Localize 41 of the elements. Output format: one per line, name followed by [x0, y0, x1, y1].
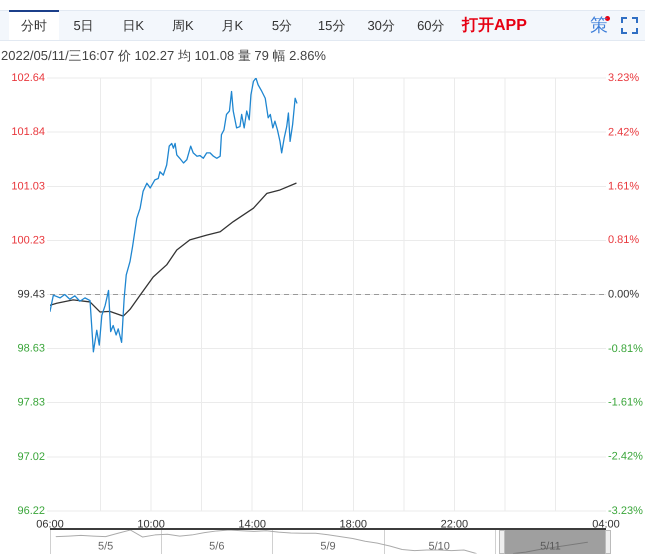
text: 分时: [9, 10, 59, 40]
x-tick-label: 5/6: [209, 540, 224, 553]
y-tick-label: 97.02: [17, 451, 45, 464]
chart-title: 2022/05/11/三16:07 价 102.27 均 101.08 量 79 幅 2.86%: [1, 47, 326, 65]
text: 60分: [416, 17, 446, 35]
x-tick-label: 5/9: [320, 540, 336, 553]
y-tick-label: 101.03: [11, 180, 45, 193]
y2-tick-label: -1.61%: [608, 396, 644, 408]
y-tick-label: 102.64: [11, 72, 45, 84]
y-tick-label: 101.84: [11, 126, 45, 138]
x-tick-label: 5/11: [540, 540, 561, 553]
text: 30分: [366, 17, 396, 35]
text: 月K: [220, 17, 244, 35]
text: 日K: [121, 17, 146, 35]
x-tick-label: 5/5: [98, 540, 114, 553]
text: 5日: [72, 17, 95, 35]
x-tick-label: 10:00: [137, 518, 165, 531]
text: 5分: [270, 17, 294, 35]
y2-tick-label: 0.00%: [608, 288, 640, 301]
text: 打开APP: [462, 16, 527, 36]
x-tick-label: 14:00: [238, 518, 266, 531]
y2-tick-label: -0.81%: [608, 342, 644, 355]
text: 策: [590, 14, 608, 37]
y-tick-label: 100.23: [11, 234, 45, 247]
y2-tick-label: 1.61%: [608, 180, 640, 193]
y-tick-label: 97.83: [17, 396, 45, 408]
x-tick-label: 5/10: [428, 540, 450, 553]
y2-tick-label: 2.42%: [608, 126, 640, 138]
y2-tick-label: 3.23%: [608, 72, 640, 84]
x-tick-label: 04:00: [592, 518, 620, 531]
y2-tick-label: -3.23%: [608, 505, 644, 518]
y-tick-label: 96.22: [17, 505, 45, 518]
y-tick-label: 98.63: [17, 342, 45, 354]
y2-tick-label: -2.42%: [608, 450, 644, 463]
y-tick-label: 99.43: [17, 288, 45, 301]
x-tick-label: 22:00: [440, 518, 468, 531]
text: 15分: [316, 17, 346, 35]
x-tick-label: 06:00: [36, 518, 64, 531]
x-tick-label: 18:00: [340, 518, 368, 531]
y2-tick-label: 0.81%: [608, 234, 640, 246]
text: 周K: [170, 17, 195, 35]
